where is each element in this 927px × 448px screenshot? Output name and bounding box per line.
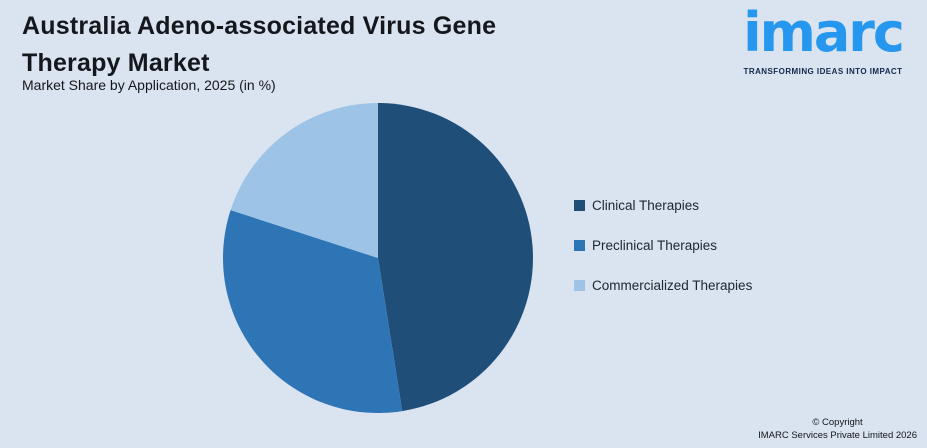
imarc-wordmark: imarc (743, 1, 905, 64)
imarc-logo: imarc TRANSFORMING IDEAS INTO IMPACT (727, 0, 919, 76)
legend-swatch-clinical-icon (574, 199, 585, 211)
legend-swatch-preclinical-icon (574, 239, 585, 251)
pie-slice-clinical-therapies (378, 103, 533, 412)
legend-item-preclinical-therapies: Preclinical Therapies (574, 237, 752, 253)
pie-chart (223, 103, 533, 413)
legend: Clinical Therapies Preclinical Therapies… (574, 198, 752, 318)
legend-label: Preclinical Therapies (592, 237, 718, 253)
legend-item-commercialized-therapies: Commercialized Therapies (574, 277, 753, 293)
chart-subtitle: Market Share by Application, 2025 (in %) (22, 77, 276, 93)
pie-slice-commercialized-therapies (230, 103, 378, 258)
legend-swatch-commercialized-icon (574, 279, 585, 291)
copyright-line1: © Copyright (812, 417, 863, 428)
legend-label: Clinical Therapies (592, 197, 700, 213)
copyright: © Copyright IMARC Services Private Limit… (758, 416, 917, 442)
chart-title: Australia Adeno-associated Virus Gene Th… (22, 12, 497, 77)
pie-slice-preclinical-therapies (223, 210, 403, 413)
legend-item-clinical-therapies: Clinical Therapies (574, 197, 752, 213)
legend-label: Commercialized Therapies (592, 277, 753, 293)
copyright-line2: IMARC Services Private Limited 2026 (758, 430, 917, 441)
imarc-tagline: TRANSFORMING IDEAS INTO IMPACT (743, 67, 903, 76)
